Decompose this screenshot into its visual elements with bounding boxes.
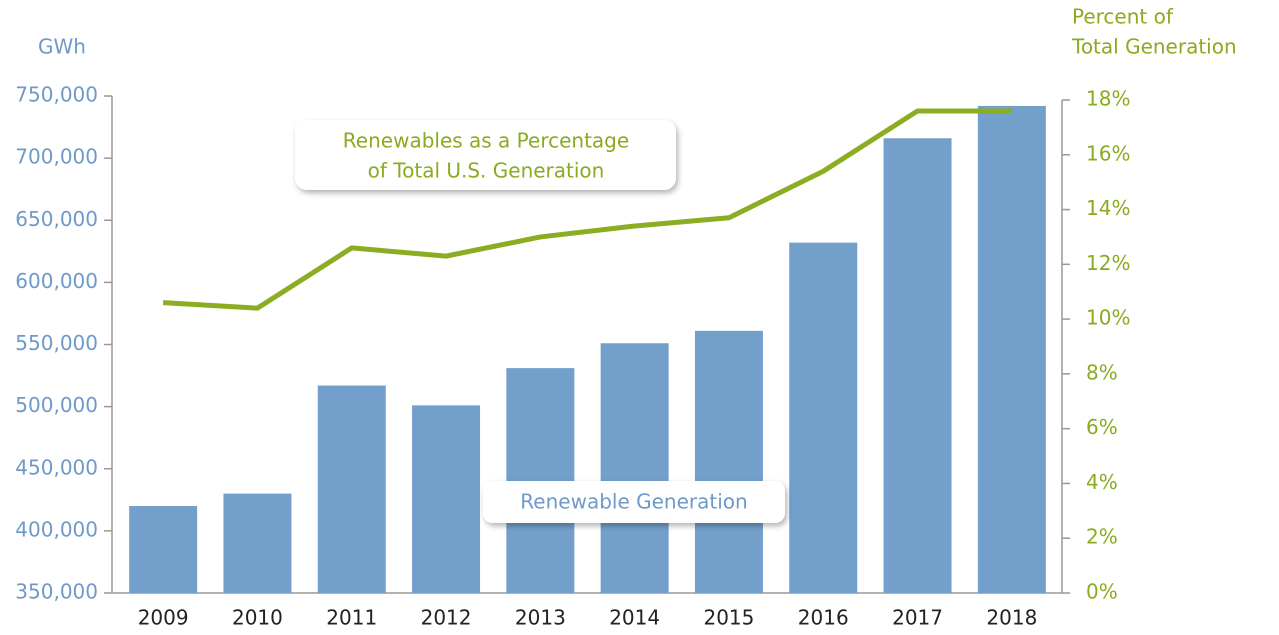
bar (223, 493, 292, 593)
line (163, 108, 1012, 311)
x-tick-label: 2016 (798, 606, 849, 630)
x-tick-label: 2010 (232, 606, 283, 630)
y2-tick-label: 6% (1086, 415, 1118, 439)
legend-box (295, 120, 676, 190)
y2-tick-label: 0% (1086, 580, 1118, 604)
x-tick-label: 2018 (986, 606, 1037, 630)
y2-tick-label: 8% (1086, 360, 1118, 384)
bar (883, 138, 952, 593)
bar (977, 105, 1046, 593)
legend-label: Renewable Generation (520, 490, 747, 514)
y-tick-label: 350,000 (15, 580, 98, 604)
y-tick-label: 600,000 (15, 269, 98, 293)
x-tick-label: 2017 (892, 606, 943, 630)
y-tick-label: 750,000 (15, 83, 98, 107)
x-tick-label: 2012 (421, 606, 472, 630)
y2-tick-label: 16% (1086, 141, 1130, 165)
y2-axis-label: Total Generation (1071, 35, 1237, 59)
bar (694, 330, 763, 593)
legend-label: Renewables as a Percentage (343, 129, 629, 153)
y-axis-label: GWh (38, 35, 86, 59)
bar (506, 368, 575, 593)
x-tick-label: 2013 (515, 606, 566, 630)
bar (129, 506, 198, 593)
x-tick-label: 2014 (609, 606, 660, 630)
y2-tick-label: 18% (1086, 87, 1130, 111)
y2-axis-label: Percent of (1072, 5, 1174, 29)
y2-tick-label: 2% (1086, 525, 1118, 549)
bar (412, 405, 481, 593)
x-tick-label: 2015 (703, 606, 754, 630)
y2-tick-label: 4% (1086, 470, 1118, 494)
bar (600, 343, 669, 593)
y2-tick-label: 14% (1086, 196, 1130, 220)
legend-label: of Total U.S. Generation (368, 159, 605, 183)
y2-tick-label: 10% (1086, 306, 1130, 330)
y-tick-label: 500,000 (15, 393, 98, 417)
bar (317, 385, 386, 593)
y-tick-label: 550,000 (15, 331, 98, 355)
x-tick-label: 2009 (138, 606, 189, 630)
y-tick-label: 450,000 (15, 455, 98, 479)
x-tick-label: 2011 (326, 606, 377, 630)
legend-box (483, 481, 785, 523)
y-tick-label: 700,000 (15, 145, 98, 169)
y-tick-label: 400,000 (15, 517, 98, 541)
y-tick-label: 650,000 (15, 207, 98, 231)
y2-tick-label: 12% (1086, 251, 1130, 275)
bar (789, 242, 858, 594)
